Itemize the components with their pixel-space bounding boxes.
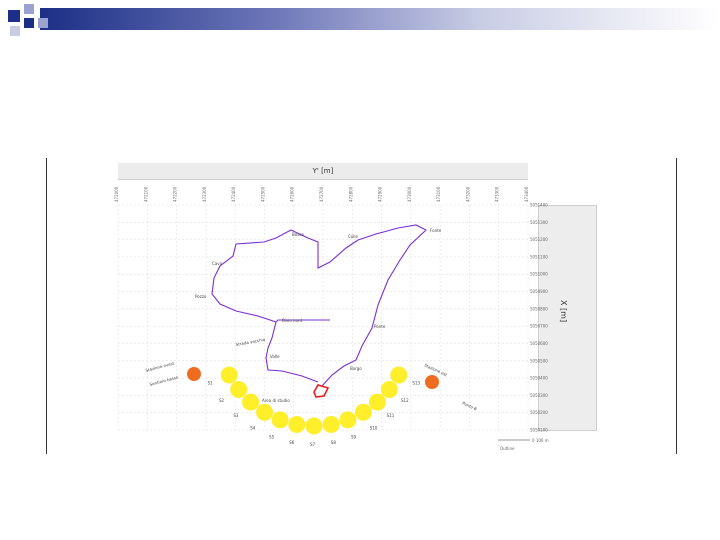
x-tick-labels: 472000 472100 472200 472300 472400 472500 4726… [114,186,529,202]
station-marker-6 [288,415,306,433]
y-tick-label-7: 5050800 [530,306,548,311]
station-marker-east [425,375,439,389]
y-tick-label-12: 5050300 [530,393,548,398]
station-label-6: S6 [289,440,295,445]
annotation-label-5: Punto B [462,400,478,411]
y-tick-label-5: 5051000 [530,272,548,277]
station-marker-13 [390,366,408,384]
route-label-4: Colle [348,234,358,239]
station-marker-3 [242,393,260,411]
route-label-2: Cava [212,261,223,266]
y-tick-labels: 5051400 5051300 5051200 5051100 5051000 50509… [530,203,548,433]
route-label-7: Borgo [350,366,362,371]
header-square-dark-2 [24,18,34,28]
y-tick-label-6: 5050900 [530,289,548,294]
station-label-11: S11 [387,413,395,418]
y-tick-label-9: 5050600 [530,341,548,346]
station-label-12: S12 [401,398,409,403]
scale-legend-text: 0 100 m [532,438,549,443]
station-label-10: S10 [370,425,378,430]
route-labels: Bosco Cava Pozzo Colle Fonte Ponte Borgo… [195,228,442,371]
annotation-labels: Strada vecchia Sentiero basso Area di st… [145,318,478,412]
station-marker-10 [354,403,372,421]
y-axis-panel [538,205,597,431]
study-site-outline [313,384,330,398]
station-label-3: S3 [233,413,239,418]
station-ring: S1 S2 S3 S4 S5 S6 S7 S8 S9 S10 S11 S12 S13 [208,366,421,447]
frame-line-right [676,158,677,454]
x-tick-label-11: 473000 [407,186,412,202]
annotation-label-2: Sentiero basso [149,374,179,387]
annotation-label-3: Area di studio [262,398,290,403]
station-label-4: S4 [250,425,256,430]
grid-lines [117,204,529,431]
x-tick-label-9: 472800 [348,186,353,202]
y-tick-label-3: 5051200 [530,237,548,242]
station-label-2: S2 [219,398,225,403]
y-tick-label-11: 5050400 [530,376,548,381]
x-tick-label-4: 472300 [202,186,207,202]
station-marker-2 [230,381,248,399]
station-marker-5 [271,411,289,429]
y-tick-label-1: 5051400 [530,203,548,208]
station-marker-7 [305,417,323,435]
header-square-dark-1 [8,10,20,22]
station-label-13: S13 [412,380,420,385]
x-tick-label-15: 473400 [524,186,529,202]
x-tick-label-12: 473100 [436,186,441,202]
station-label-1: S1 [208,380,214,385]
station-marker-9 [339,411,357,429]
station-marker-4 [256,403,274,421]
annotation-label-4: Bivio nord [282,318,303,323]
x-tick-label-1: 472000 [114,186,119,202]
station-label-8: S8 [331,440,337,445]
route-label-1: Bosco [292,232,304,237]
y-tick-label-13: 5050200 [530,410,548,415]
x-tick-label-8: 472700 [319,186,324,202]
route-label-5: Fonte [430,228,442,233]
route-label-6: Ponte [374,324,386,329]
header-square-light-3 [10,26,20,36]
station-marker-12 [380,381,398,399]
station-label-9: S9 [351,435,357,440]
x-axis-title: Y' [m] [118,163,528,180]
station-marker-8 [322,415,340,433]
x-tick-label-6: 472500 [260,186,265,202]
header-gradient-band [40,8,720,30]
station-marker-1 [220,366,238,384]
frame-line-left [46,158,47,454]
scale-legend: 0 100 m Outline [498,438,549,451]
route-label-8: Valle [270,354,280,359]
orange-label-east: Stazione est [424,362,449,377]
x-tick-label-3: 472200 [173,186,178,202]
header-square-light-2 [38,18,48,28]
route-label-3: Pozzo [195,294,207,299]
station-marker-west [187,367,201,381]
x-tick-label-7: 472600 [290,186,295,202]
route-path [211,224,427,387]
x-tick-label-10: 472900 [378,186,383,202]
y-tick-label-4: 5051100 [530,254,548,259]
station-label-7: S7 [310,442,316,447]
y-tick-label-10: 5050500 [530,358,548,363]
orange-label-west: Stazione ovest [145,360,175,373]
y-tick-label-14: 5050100 [530,428,548,433]
annotation-label-1: Strada vecchia [235,337,266,347]
y-tick-label-8: 5050700 [530,324,548,329]
x-tick-label-14: 473300 [495,186,500,202]
x-tick-label-13: 473200 [465,186,470,202]
x-tick-label-2: 472100 [143,186,148,202]
station-label-5: S5 [269,435,275,440]
x-tick-label-5: 472400 [231,186,236,202]
station-marker-11 [368,393,386,411]
y-tick-label-2: 5051300 [530,220,548,225]
route-spur [275,319,330,323]
header-square-light-1 [24,4,34,14]
scale-legend-sub: Outline [500,446,515,451]
